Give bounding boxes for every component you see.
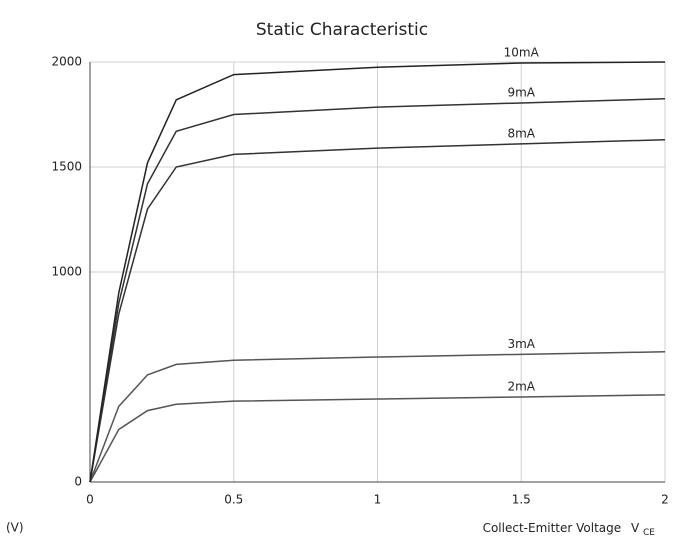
series-label: 9mA bbox=[507, 85, 535, 99]
series-line bbox=[89, 394, 666, 483]
series-label: 3mA bbox=[507, 337, 535, 351]
x-axis-label-text: Collect-Emitter Voltage bbox=[483, 521, 622, 535]
x-unit-label: (V) bbox=[6, 521, 24, 535]
series-line bbox=[89, 138, 666, 483]
x-tick-label: 1 bbox=[374, 493, 382, 507]
series-line bbox=[89, 351, 666, 483]
x-axis-symbol: V bbox=[631, 521, 640, 535]
y-tick-label: 1000 bbox=[51, 265, 82, 279]
y-tick-label: 2000 bbox=[51, 55, 82, 69]
x-tick-label: 0 bbox=[86, 493, 94, 507]
series-label: 8mA bbox=[507, 126, 535, 140]
chart-title: Static Characteristic bbox=[256, 20, 428, 40]
series-label: 2mA bbox=[507, 379, 535, 393]
x-axis-subscript: CE bbox=[643, 528, 655, 538]
x-axis-label: Collect-Emitter Voltage V CE bbox=[483, 521, 656, 538]
series-line bbox=[89, 98, 666, 483]
series-label: 10mA bbox=[504, 46, 540, 60]
x-tick-label: 1.5 bbox=[512, 493, 531, 507]
x-tick-label: 2 bbox=[661, 493, 669, 507]
series-line bbox=[89, 61, 666, 483]
y-tick-label: 0 bbox=[74, 475, 82, 489]
y-tick-label: 1500 bbox=[51, 160, 82, 174]
x-tick-label: 0.5 bbox=[224, 493, 243, 507]
